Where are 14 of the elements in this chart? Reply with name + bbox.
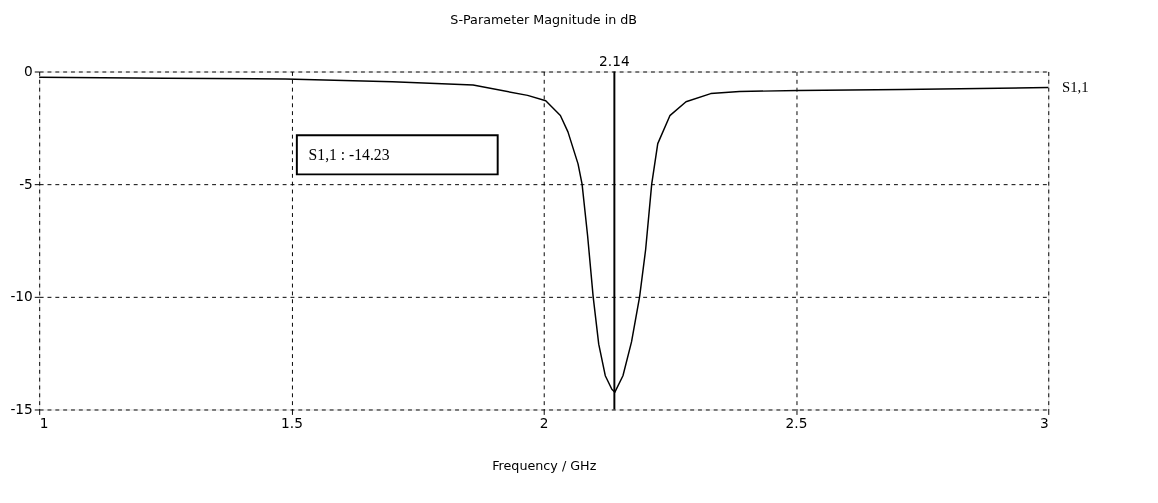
chart-title: S-Parameter Magnitude in dB — [450, 12, 638, 28]
x-tick-label: 3 — [1040, 414, 1049, 431]
x-axis-title: Frequency / GHz — [492, 457, 597, 473]
y-tick-label: -5 — [19, 175, 33, 192]
y-tick-label: -15 — [10, 400, 33, 417]
series-label: S1,1 — [1061, 79, 1089, 96]
x-tick-label: 2.5 — [785, 414, 808, 431]
x-tick-label: 1.5 — [281, 414, 303, 431]
annotation: S1,1 : -14.23 — [308, 145, 390, 163]
y-tick-label: -10 — [10, 288, 33, 305]
y-tick-label: 0 — [24, 62, 33, 79]
x-tick-label: 1 — [39, 414, 49, 431]
x-tick-label: 2 — [539, 414, 549, 431]
ref-line-label: 2.14 — [599, 52, 630, 69]
